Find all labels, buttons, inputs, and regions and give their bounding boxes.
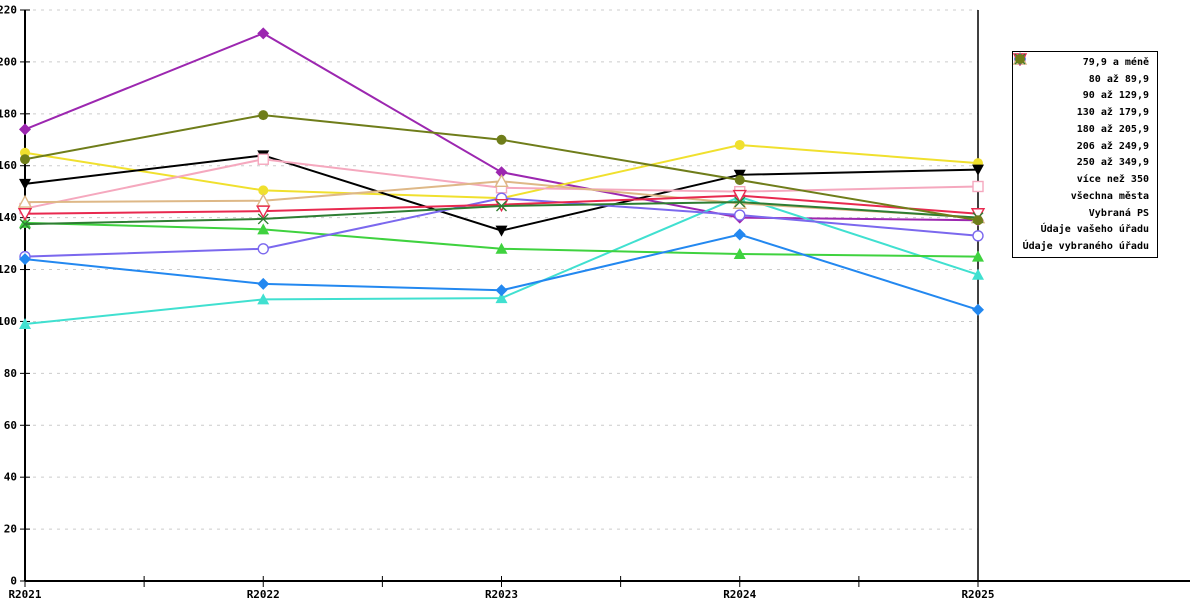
y-tick-label: 80 xyxy=(4,367,17,380)
legend-item-label: 250 až 349,9 xyxy=(1076,157,1149,169)
data-point-marker xyxy=(495,242,508,254)
legend-item: Vybraná PS xyxy=(1014,53,1152,221)
legend-item: 79,9 a méně xyxy=(1014,53,1152,70)
x-tick-label: R2021 xyxy=(8,588,41,600)
data-point-marker xyxy=(19,318,31,330)
legend-item-label: 79,9 a méně xyxy=(1082,56,1149,68)
y-tick-label: 220 xyxy=(0,4,17,17)
legend-item: 130 až 179,9 xyxy=(1014,53,1152,121)
data-point-marker xyxy=(256,205,271,219)
data-point-marker xyxy=(973,215,983,226)
legend-item: 90 až 129,9 xyxy=(1014,53,1152,104)
data-point-marker xyxy=(734,175,745,186)
legend-item-label: Vybraná PS xyxy=(1088,207,1149,219)
x-tick-label: R2022 xyxy=(247,588,280,600)
y-tick-label: 40 xyxy=(4,471,17,484)
legend-item-label: 90 až 129,9 xyxy=(1082,90,1149,102)
legend-item: 180 až 205,9 xyxy=(1014,54,1152,137)
series-line xyxy=(24,195,979,326)
data-point-marker xyxy=(257,223,270,235)
legend-item: 250 až 349,9 xyxy=(1014,53,1152,171)
data-point-marker xyxy=(495,166,508,179)
legend: 79,9 a méně 80 až 89,9 90 až 129,9 130 až 1… xyxy=(1012,51,1158,258)
data-point-marker xyxy=(257,27,270,40)
data-point-marker xyxy=(972,230,984,242)
data-point-marker xyxy=(496,200,507,212)
y-tick-label: 120 xyxy=(0,263,17,276)
data-point-marker xyxy=(17,194,33,208)
legend-item: Údaje vašeho úřadu xyxy=(1014,53,1152,238)
x-tick-label: R2023 xyxy=(485,588,518,600)
data-point-marker xyxy=(257,243,269,255)
data-point-marker xyxy=(19,218,31,230)
data-point-marker xyxy=(972,180,984,193)
data-point-marker xyxy=(495,284,508,297)
legend-item: 206 až 249,9 xyxy=(1014,53,1152,154)
y-tick-label: 140 xyxy=(0,211,17,224)
legend-item: více než 350 xyxy=(1013,52,1152,188)
data-point-marker xyxy=(19,253,31,266)
y-tick-label: 20 xyxy=(4,523,17,536)
circle-legend-icon xyxy=(1015,54,1025,64)
y-tick-label: 0 xyxy=(10,575,17,588)
data-point-marker xyxy=(495,292,508,304)
legend-item-label: 180 až 205,9 xyxy=(1076,123,1149,135)
data-point-marker xyxy=(19,216,31,228)
legend-item-label: 206 až 249,9 xyxy=(1076,140,1149,152)
data-point-marker xyxy=(972,268,984,280)
data-point-marker xyxy=(258,185,269,196)
legend-item-label: 80 až 89,9 xyxy=(1088,73,1149,85)
data-point-marker xyxy=(972,250,984,262)
legend-item-label: Údaje vašeho úřadu xyxy=(1040,224,1149,236)
legend-item: 80 až 89,9 xyxy=(1015,54,1152,87)
data-point-marker xyxy=(20,154,30,165)
data-point-marker xyxy=(495,225,508,237)
legend-item-label: více než 350 xyxy=(1076,174,1149,186)
data-point-marker xyxy=(19,178,31,190)
x-tick-label: R2024 xyxy=(723,588,756,600)
legend-item-label: 130 až 179,9 xyxy=(1076,107,1149,119)
legend-item-label: všechna města xyxy=(1070,190,1149,202)
data-point-marker xyxy=(733,247,746,259)
data-point-marker xyxy=(257,153,269,165)
y-tick-label: 200 xyxy=(0,55,17,68)
data-point-marker xyxy=(734,209,746,221)
data-point-marker xyxy=(257,293,270,305)
data-point-marker xyxy=(972,164,984,176)
legend-item-label: Údaje vybraného úřadu xyxy=(1022,241,1149,253)
data-point-marker xyxy=(734,139,745,150)
y-tick-label: 180 xyxy=(0,107,17,120)
y-tick-label: 100 xyxy=(0,315,17,328)
data-point-marker xyxy=(732,189,747,204)
x-tick-label: R2025 xyxy=(961,588,994,600)
data-point-marker xyxy=(734,196,746,208)
data-point-marker xyxy=(496,134,507,145)
data-point-marker xyxy=(17,208,33,222)
data-point-marker xyxy=(19,123,31,136)
y-tick-label: 60 xyxy=(4,419,17,432)
legend-item: všechna města xyxy=(1013,53,1152,204)
data-point-marker xyxy=(258,110,269,121)
y-tick-label: 160 xyxy=(0,159,17,172)
data-point-marker xyxy=(257,213,269,225)
legend-item: Údaje vybraného úřadu xyxy=(1015,54,1152,255)
data-point-marker xyxy=(494,173,509,187)
data-point-marker xyxy=(733,228,746,241)
data-point-marker xyxy=(257,277,270,290)
data-point-marker xyxy=(972,303,984,316)
